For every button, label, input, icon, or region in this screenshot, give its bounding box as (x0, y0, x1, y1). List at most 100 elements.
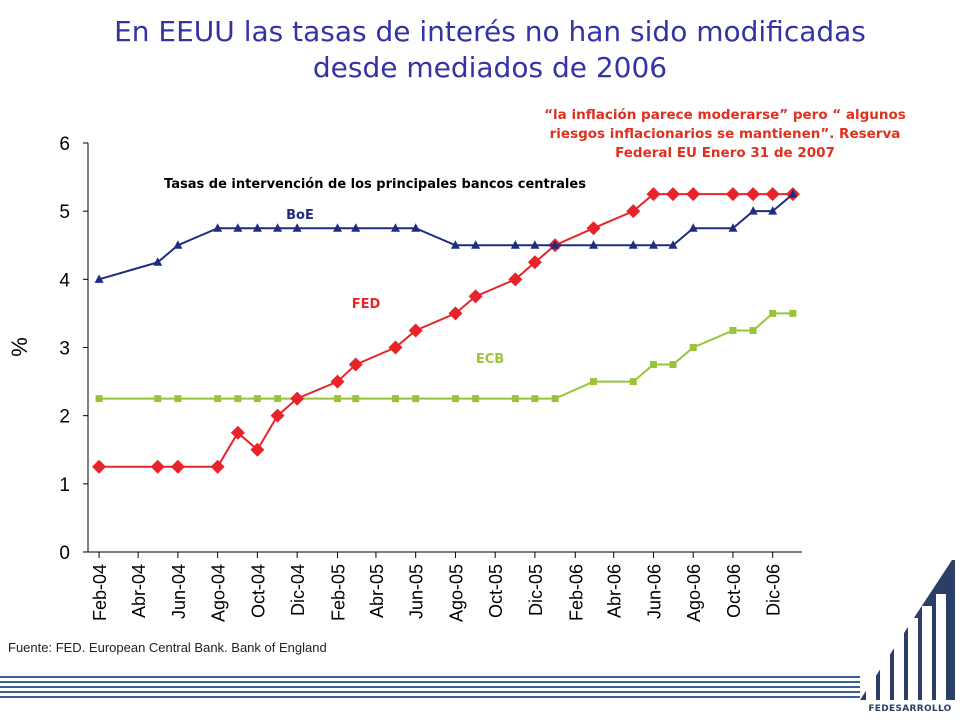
data-point-ecb (174, 395, 182, 403)
data-point-ecb (154, 395, 162, 403)
series-label-boe: BoE (286, 208, 314, 223)
data-point-boe (450, 240, 460, 249)
data-point-fed (586, 221, 601, 236)
data-point-boe (510, 240, 520, 249)
data-point-fed (92, 459, 107, 474)
data-point-ecb (769, 309, 777, 317)
x-tick-label: Abr-06 (605, 564, 625, 618)
x-tick-label: Abr-05 (367, 564, 387, 618)
data-point-fed (408, 323, 423, 338)
source-note: Fuente: FED. European Central Bank. Bank… (8, 640, 327, 655)
data-point-fed (170, 459, 185, 474)
fed-quote: “la inflación parece moderarse” pero “ a… (515, 106, 935, 163)
x-tick-label: Ago-06 (684, 564, 704, 622)
data-point-boe (173, 240, 183, 249)
x-tick-label: Oct-04 (248, 564, 268, 618)
y-tick-label: 6 (59, 134, 70, 155)
data-point-boe (550, 240, 560, 249)
data-point-fed (646, 187, 661, 202)
data-point-fed (666, 187, 681, 202)
x-tick-label: Jun-05 (407, 564, 427, 619)
data-point-fed (508, 272, 523, 287)
series-label-fed: FED (352, 297, 381, 312)
fedesarrollo-logo (860, 560, 955, 700)
chart-title: Tasas de intervención de los principales… (164, 177, 586, 192)
data-point-boe (589, 240, 599, 249)
data-point-ecb (729, 326, 737, 334)
data-point-boe (688, 223, 698, 232)
x-tick-label: Dic-05 (526, 564, 546, 616)
data-point-ecb (95, 395, 103, 403)
interest-rate-chart: 0 1 2 3 4 5 6% Feb-04 Abr-04 Jun-04 Ago-04 Oct-04 Di… (7, 134, 802, 622)
data-point-boe (390, 223, 400, 232)
data-point-ecb (214, 395, 222, 403)
data-point-fed (527, 255, 542, 270)
data-point-boe (411, 223, 421, 232)
series-line-ecb (99, 312, 793, 400)
data-point-fed (270, 408, 285, 423)
data-point-ecb (531, 395, 539, 403)
data-point-fed (388, 340, 403, 355)
x-tick-label: Ago-04 (209, 564, 229, 622)
data-point-ecb (274, 395, 282, 403)
y-tick-label: 4 (59, 270, 70, 291)
data-point-boe (273, 223, 283, 232)
data-point-ecb (472, 395, 480, 403)
data-point-fed (290, 391, 305, 406)
x-tick-label: Feb-06 (566, 564, 586, 621)
x-tick-label: Abr-04 (129, 564, 149, 618)
slide-title: En EEUU las tasas de interés no han sido… (60, 14, 920, 86)
data-point-fed (686, 187, 701, 202)
data-point-boe (471, 240, 481, 249)
series-line-boe (98, 193, 794, 281)
data-point-fed (448, 306, 463, 321)
x-tick-label: Dic-04 (288, 564, 308, 616)
data-point-ecb (412, 395, 420, 403)
x-tick-label: Feb-05 (329, 564, 349, 621)
data-point-ecb (551, 395, 559, 403)
x-tick-label: Oct-06 (724, 564, 744, 618)
data-point-boe (292, 223, 302, 232)
data-point-boe (153, 257, 163, 266)
data-point-boe (668, 240, 678, 249)
data-point-boe (351, 223, 361, 232)
data-point-fed (230, 425, 245, 440)
data-point-fed (746, 187, 761, 202)
data-point-ecb (352, 395, 360, 403)
data-point-fed (210, 459, 225, 474)
data-point-boe (768, 206, 778, 215)
data-point-fed (626, 204, 641, 219)
data-point-ecb (629, 378, 637, 386)
title-line-2: desde mediados de 2006 (312, 51, 668, 84)
x-tick-label: Jun-04 (169, 564, 189, 619)
x-tick-label: Feb-04 (90, 564, 110, 621)
data-point-fed (348, 357, 363, 372)
data-point-boe (252, 223, 262, 232)
quote-line-3: Federal EU Enero 31 de 2007 (615, 145, 835, 161)
data-point-fed (765, 187, 780, 202)
y-tick-label: 3 (59, 339, 70, 360)
x-tick-label: Dic-06 (764, 564, 784, 616)
series-label-ecb: ECB (476, 352, 504, 367)
y-tick-label: 1 (59, 475, 70, 496)
quote-line-1: “la inflación parece moderarse” pero “ a… (544, 107, 906, 123)
data-point-fed (330, 374, 345, 389)
data-point-boe (628, 240, 638, 249)
data-point-boe (233, 223, 243, 232)
x-tick-label: Oct-05 (486, 564, 506, 618)
data-point-boe (333, 223, 343, 232)
data-point-boe (788, 189, 798, 198)
data-point-ecb (391, 395, 399, 403)
data-point-fed (250, 442, 265, 457)
data-point-fed (468, 289, 483, 304)
data-point-ecb (649, 361, 657, 369)
data-point-ecb (689, 344, 697, 351)
logo-text: FEDESARROLLO (868, 704, 952, 714)
data-point-boe (648, 240, 658, 249)
data-point-fed (150, 459, 165, 474)
data-point-ecb (590, 378, 598, 386)
data-point-boe (728, 223, 738, 232)
y-tick-label: 0 (59, 543, 70, 564)
x-tick-label: Ago-05 (446, 564, 466, 622)
title-line-1: En EEUU las tasas de interés no han sido… (114, 15, 866, 48)
